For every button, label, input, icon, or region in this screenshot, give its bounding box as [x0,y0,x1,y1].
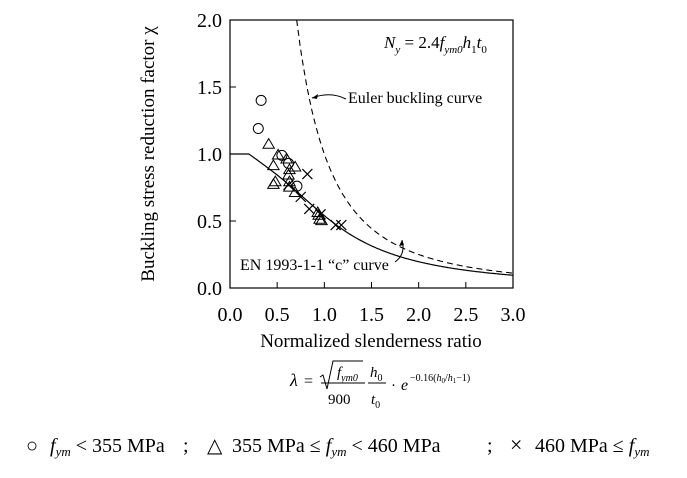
data-point-triangle [262,137,276,149]
data-point-cross [295,191,307,203]
data-point-triangle [266,159,280,171]
euler-curve-annotation: Euler buckling curve [348,90,482,107]
x-tick-label: 1.5 [359,304,384,326]
data-point-triangle [281,168,296,180]
data-point-cross [301,168,313,180]
svg-text:h0: h0 [370,365,383,384]
y-tick-label: 1.5 [197,77,222,99]
data-point-triangle [266,177,280,189]
en-c-curve [230,153,514,276]
y-axis-ticks: 0.0 0.5 1.0 1.5 2.0 [197,10,236,300]
data-point-circle [255,94,267,106]
data-point-cross [303,203,315,215]
legend-symbol-cross: × [510,432,522,457]
euler-annotation-arrowhead [312,94,318,99]
data-points-layer [252,94,347,231]
y-tick-label: 1.0 [197,144,222,166]
data-point-cross [283,179,294,191]
euler-curve [296,19,514,274]
svg-text:t0: t0 [371,392,380,411]
data-point-triangle [268,175,282,187]
legend-label-low-strength: fym < 355 MPa [50,435,165,459]
data-point-triangle [282,163,297,175]
svg-text:e: e [401,377,408,394]
data-point-triangle [271,148,285,160]
data-point-cross [330,219,342,231]
en-curve-annotation: EN 1993-1-1 “c” curve [240,257,389,274]
curves-layer [230,19,514,276]
x-tick-label: 0.0 [218,304,243,326]
legend-label-mid-strength: 355 MPa ≤ fym < 460 MPa [232,435,441,459]
legend-symbol-triangle: △ [207,435,223,457]
data-point-circle [252,123,264,135]
x-tick-label: 0.5 [265,304,290,326]
en-annotation-arrowhead [399,240,404,246]
y-tick-label: 0.5 [197,211,222,233]
y-tick-label: 2.0 [197,10,222,32]
legend-separator: ; [487,435,493,457]
data-point-cross [315,208,326,220]
legend-symbol-circle: ○ [26,435,38,457]
data-point-triangle [314,214,329,226]
x-tick-label: 3.0 [501,304,526,326]
data-point-triangle [288,160,302,172]
x-axis-ticks: 0.0 0.5 1.0 1.5 2.0 2.5 3.0 [218,282,526,326]
plot-area [229,19,514,289]
svg-text:λ: λ [289,370,298,390]
top-right-formula: Ny = 2.4fym0h1t0 [383,33,487,56]
lambda-formula: λ = fym0 900 h0 t0 · e −0.16(h0/h1−1) [289,360,470,411]
y-axis-label: Buckling stress reduction factor χ [138,26,159,282]
svg-text:fym0: fym0 [337,365,358,384]
x-axis-label: Normalized slenderness ratio [260,331,482,352]
svg-text:=: = [304,373,313,390]
x-tick-label: 1.0 [312,304,337,326]
legend-label-high-strength: 460 MPa ≤ fym [535,435,650,459]
svg-text:·: · [391,378,396,394]
legend-separator: ; [183,435,189,457]
x-tick-label: 2.0 [406,304,431,326]
data-point-triangle [280,152,294,164]
data-point-cross [335,219,347,231]
legend: ○ fym < 355 MPa ; △ 355 MPa ≤ fym < 460 … [26,432,650,459]
svg-text:900: 900 [328,392,351,408]
y-tick-label: 0.0 [197,278,222,300]
svg-text:−0.16(h0/h1−1): −0.16(h0/h1−1) [410,373,470,385]
x-tick-label: 2.5 [453,304,478,326]
data-point-triangle [288,185,302,197]
